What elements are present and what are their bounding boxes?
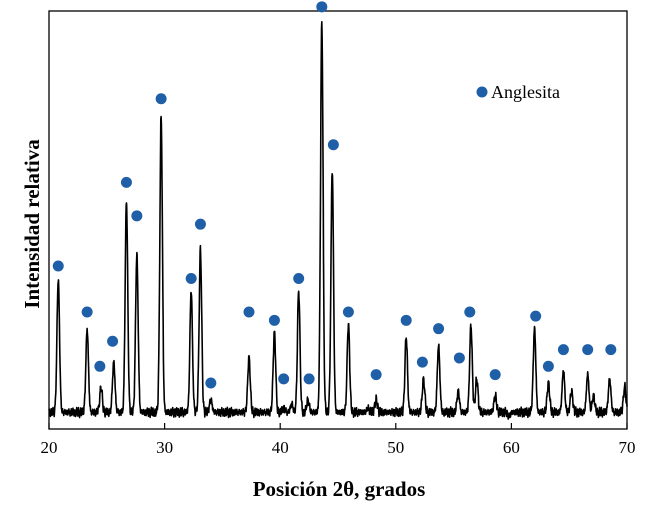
- anglesita-marker: [433, 323, 445, 335]
- anglesita-marker: [342, 306, 354, 318]
- xrd-pattern-line: [48, 21, 628, 420]
- anglesita-marker: [205, 377, 217, 389]
- x-axis-ticks: [48, 423, 628, 429]
- anglesita-marker: [370, 369, 382, 381]
- anglesita-marker: [464, 306, 476, 318]
- anglesita-marker: [316, 1, 328, 13]
- anglesita-marker: [303, 373, 315, 385]
- anglesita-marker: [185, 273, 197, 285]
- anglesita-marker: [605, 344, 617, 356]
- anglesita-marker: [52, 260, 64, 272]
- anglesita-marker: [278, 373, 290, 385]
- anglesita-marker: [155, 93, 167, 105]
- x-axis-title: Posición 2θ, grados: [253, 477, 426, 501]
- anglesita-marker: [327, 139, 339, 151]
- anglesita-marker: [120, 176, 132, 188]
- legend: Anglesita: [476, 82, 560, 102]
- anglesita-marker: [582, 344, 594, 356]
- anglesita-marker: [489, 369, 501, 381]
- x-tick-label: 20: [41, 438, 58, 457]
- anglesita-marker: [293, 273, 305, 285]
- anglesita-marker: [530, 310, 542, 322]
- x-tick-label: 30: [156, 438, 173, 457]
- anglesita-markers: [52, 1, 617, 389]
- x-tick-label: 70: [619, 438, 636, 457]
- legend-marker-anglesita: [476, 86, 488, 98]
- anglesita-marker: [194, 218, 206, 230]
- anglesita-marker: [131, 210, 143, 222]
- legend-label-anglesita: Anglesita: [491, 82, 560, 102]
- anglesita-marker: [81, 306, 93, 318]
- anglesita-marker: [453, 352, 465, 364]
- anglesita-marker: [542, 360, 554, 372]
- x-axis-tick-labels: 20 30 40 50 60 70: [41, 438, 636, 457]
- x-tick-label: 40: [272, 438, 289, 457]
- anglesita-marker: [268, 314, 280, 326]
- anglesita-marker: [107, 335, 119, 347]
- anglesita-marker: [400, 314, 412, 326]
- plot-frame: [48, 10, 628, 430]
- anglesita-marker: [557, 344, 569, 356]
- anglesita-marker: [243, 306, 255, 318]
- x-tick-label: 50: [387, 438, 404, 457]
- x-tick-label: 60: [503, 438, 520, 457]
- y-axis-title: Intensidad relativa: [20, 139, 44, 309]
- anglesita-marker: [94, 360, 106, 372]
- anglesita-marker: [416, 356, 428, 368]
